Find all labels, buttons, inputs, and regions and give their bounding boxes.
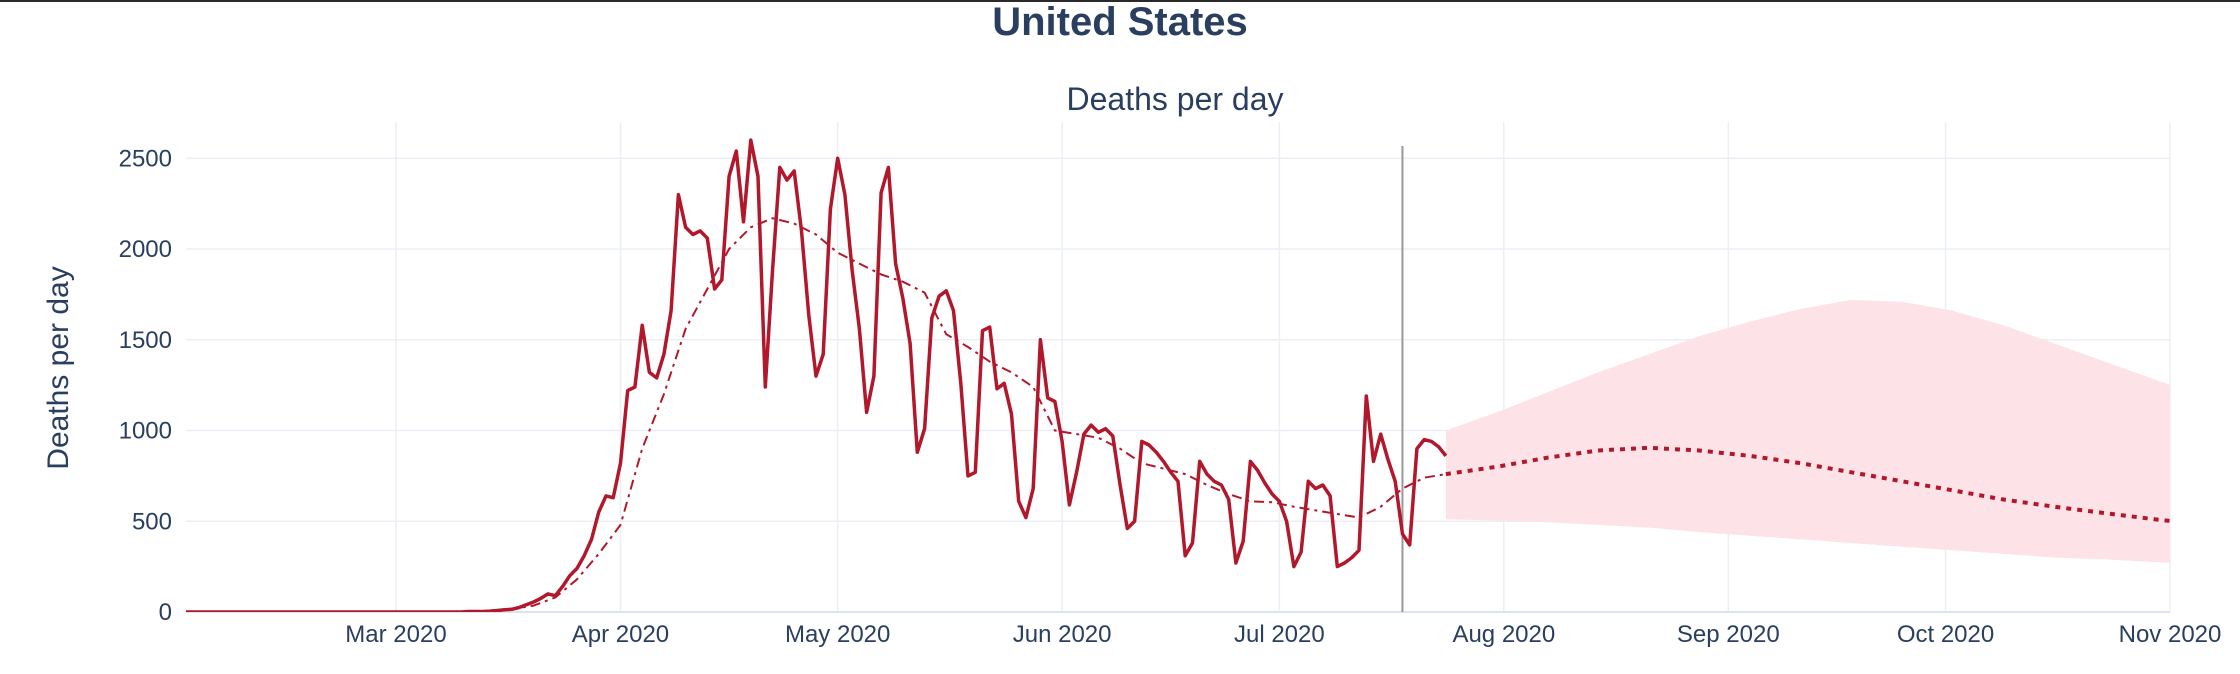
x-axis: Mar 2020 Apr 2020 May 2020 Jun 2020 Jul 2020… xyxy=(345,621,2221,648)
x-tick-label: Apr 2020 xyxy=(572,621,669,648)
y-tick-label: 0 xyxy=(159,599,172,626)
y-axis: 0 500 1000 1500 2000 2500 xyxy=(119,145,172,626)
top-border xyxy=(0,0,2240,2)
x-tick-label: Oct 2020 xyxy=(1897,621,1994,648)
rolling-average-line xyxy=(186,217,1447,612)
chart-title: Deaths per day xyxy=(1066,81,1283,117)
y-axis-label: Deaths per day xyxy=(42,266,75,469)
x-tick-label: Sep 2020 xyxy=(1677,621,1780,648)
forecast-band xyxy=(1445,299,2170,563)
daily-deaths-line xyxy=(186,138,1448,612)
series-lines xyxy=(186,138,2170,612)
page-title: United States xyxy=(992,0,1248,44)
x-tick-label: Jun 2020 xyxy=(1013,621,1112,648)
y-tick-label: 1000 xyxy=(119,418,172,445)
y-tick-label: 1500 xyxy=(119,327,172,354)
x-tick-label: Nov 2020 xyxy=(2119,621,2222,648)
y-tick-label: 2000 xyxy=(119,236,172,263)
x-tick-label: Jul 2020 xyxy=(1234,621,1325,648)
forecast-line xyxy=(1445,445,2170,523)
confidence-band xyxy=(1445,299,2170,563)
x-tick-label: May 2020 xyxy=(785,621,890,648)
x-tick-label: Aug 2020 xyxy=(1452,621,1555,648)
x-tick-label: Mar 2020 xyxy=(345,621,446,648)
y-tick-label: 2500 xyxy=(119,145,172,172)
y-tick-label: 500 xyxy=(132,508,172,535)
